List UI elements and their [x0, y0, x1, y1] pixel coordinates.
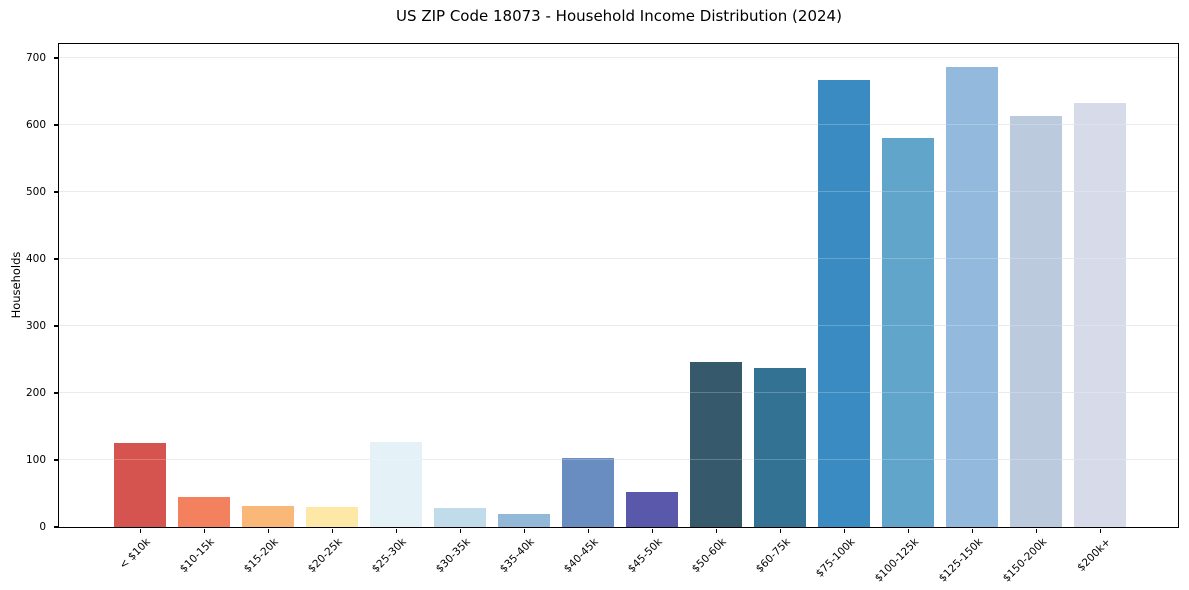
y-tick-label: 400 — [25, 253, 46, 266]
x-tick-label: $10-15k — [177, 536, 217, 576]
bar-25-30k — [370, 442, 422, 527]
bar-10-15k — [178, 497, 230, 527]
gridline-under — [59, 325, 1178, 327]
y-tick-label: 100 — [25, 454, 46, 466]
bar-35-40k — [498, 514, 550, 527]
bar-20-25k — [306, 507, 358, 527]
x-tick-mark — [523, 528, 526, 533]
bar-125-150k — [946, 66, 998, 527]
gridline-under — [59, 258, 1178, 260]
bar-15-20k — [242, 505, 294, 527]
chart-title: US ZIP Code 18073 - Household Income Dis… — [396, 7, 842, 25]
plot-area — [58, 42, 1179, 528]
y-tick-mark — [53, 191, 58, 193]
y-tick-mark — [53, 258, 58, 260]
y-tick-label: 600 — [25, 119, 46, 132]
gridline-under — [59, 392, 1178, 394]
x-tick-label: $35-40k — [497, 536, 537, 576]
y-tick-label: 200 — [25, 387, 46, 400]
y-tick-mark — [53, 459, 58, 461]
x-tick-mark — [587, 528, 590, 533]
bar-150-200k — [1010, 115, 1062, 527]
gridline-over — [59, 57, 1178, 59]
x-tick-label: $100-125k — [872, 536, 921, 585]
y-tick-label: 300 — [25, 320, 46, 333]
x-tick-mark — [715, 528, 718, 533]
x-tick-label: $30-35k — [433, 536, 473, 576]
x-tick-mark — [331, 528, 334, 533]
x-tick-mark — [267, 528, 270, 533]
y-tick-label: 0 — [39, 521, 46, 533]
x-tick-label: $60-75k — [753, 536, 793, 576]
x-tick-label: $25-30k — [369, 536, 409, 576]
x-tick-mark — [395, 528, 398, 533]
y-tick-label: 700 — [25, 52, 46, 65]
x-tick-mark — [1099, 528, 1102, 533]
x-tick-label: < $10k — [117, 536, 153, 572]
y-tick-mark — [53, 392, 58, 394]
x-tick-mark — [843, 528, 846, 533]
x-tick-label: $40-45k — [561, 536, 601, 576]
gridline-over — [59, 124, 1178, 126]
x-tick-label: $50-60k — [689, 536, 729, 576]
bar-10k — [114, 442, 166, 527]
bar-50-60k — [690, 361, 742, 527]
y-tick-mark — [53, 526, 58, 528]
x-tick-mark — [139, 528, 142, 533]
y-tick-mark — [53, 325, 58, 327]
gridline-over — [59, 459, 1178, 461]
gridline-over — [59, 258, 1178, 260]
bar-100-125k — [882, 137, 934, 527]
x-tick-mark — [203, 528, 206, 533]
x-tick-label: $150-200k — [1000, 536, 1049, 585]
x-tick-label: $75-100k — [813, 536, 857, 580]
gridline-under — [59, 57, 1178, 59]
gridline-over — [59, 392, 1178, 394]
bar-200k — [1074, 103, 1126, 527]
y-tick-mark — [53, 57, 58, 59]
x-tick-label: $15-20k — [241, 536, 281, 576]
bar-75-100k — [818, 79, 870, 527]
bar-40-45k — [562, 458, 614, 527]
x-tick-mark — [651, 528, 654, 533]
gridline-over — [59, 325, 1178, 327]
bar-45-50k — [626, 491, 678, 527]
x-tick-mark — [971, 528, 974, 533]
x-tick-mark — [907, 528, 910, 533]
x-tick-mark — [779, 528, 782, 533]
bar-30-35k — [434, 508, 486, 527]
x-tick-mark — [1035, 528, 1038, 533]
gridline-under — [59, 191, 1178, 193]
x-tick-label: $125-150k — [936, 536, 985, 585]
x-tick-label: $45-50k — [625, 536, 665, 576]
x-tick-label: $20-25k — [305, 536, 345, 576]
gridline-under — [59, 124, 1178, 126]
y-tick-mark — [53, 124, 58, 126]
bar-60-75k — [754, 368, 806, 527]
y-tick-label: 500 — [25, 186, 46, 199]
x-tick-label: $200k+ — [1075, 536, 1113, 574]
gridline-over — [59, 191, 1178, 193]
x-tick-mark — [459, 528, 462, 533]
gridline-under — [59, 459, 1178, 461]
